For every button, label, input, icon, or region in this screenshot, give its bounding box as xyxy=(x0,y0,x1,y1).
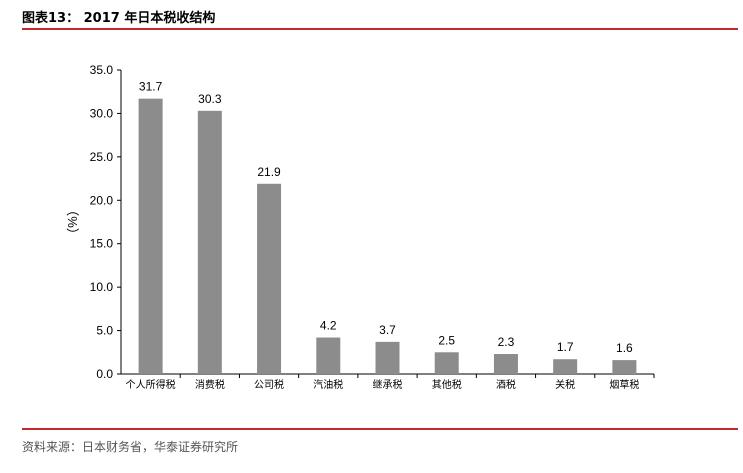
x-tick-label: 个人所得税 xyxy=(126,378,176,391)
data-label: 30.3 xyxy=(198,92,222,106)
bar xyxy=(316,337,341,374)
x-tick-label: 继承税 xyxy=(373,378,403,391)
x-tick-label: 消费税 xyxy=(195,378,225,391)
data-label: 31.7 xyxy=(139,80,163,94)
bar xyxy=(138,98,163,375)
y-tick-label: 20.0 xyxy=(90,193,114,207)
x-tick-label: 关税 xyxy=(555,378,575,391)
y-tick-label: 0.0 xyxy=(96,367,113,381)
y-tick-label: 15.0 xyxy=(90,237,114,251)
bar xyxy=(375,341,400,374)
footer-divider xyxy=(22,428,738,430)
data-label: 4.2 xyxy=(320,319,337,333)
title-divider xyxy=(22,28,738,30)
bar xyxy=(612,360,637,374)
y-tick-label: 25.0 xyxy=(90,150,114,164)
y-tick-label: 5.0 xyxy=(96,324,113,338)
x-tick-label: 公司税 xyxy=(254,378,284,391)
bar xyxy=(434,352,459,374)
x-tick-label: 汽油税 xyxy=(313,378,343,391)
bar xyxy=(197,110,222,374)
data-label: 1.6 xyxy=(616,341,633,355)
data-label: 2.3 xyxy=(498,335,515,349)
data-label: 2.5 xyxy=(438,333,455,347)
bar xyxy=(493,354,518,374)
y-tick-label: 30.0 xyxy=(90,106,114,120)
y-axis-label: （%） xyxy=(65,203,80,241)
bar xyxy=(553,359,578,374)
x-tick-label: 其他税 xyxy=(432,378,462,391)
y-tick-label: 35.0 xyxy=(90,63,114,77)
data-label: 1.7 xyxy=(557,340,574,354)
y-tick-label: 10.0 xyxy=(90,280,114,294)
data-label: 21.9 xyxy=(257,165,281,179)
figure-title: 图表13： 2017 年日本税收结构 xyxy=(22,11,216,26)
source-note: 资料来源：日本财务省，华泰证券研究所 xyxy=(22,440,239,454)
x-tick-label: 烟草税 xyxy=(609,378,639,391)
bar xyxy=(257,183,282,374)
data-label: 3.7 xyxy=(379,323,396,337)
x-tick-label: 酒税 xyxy=(496,378,516,391)
